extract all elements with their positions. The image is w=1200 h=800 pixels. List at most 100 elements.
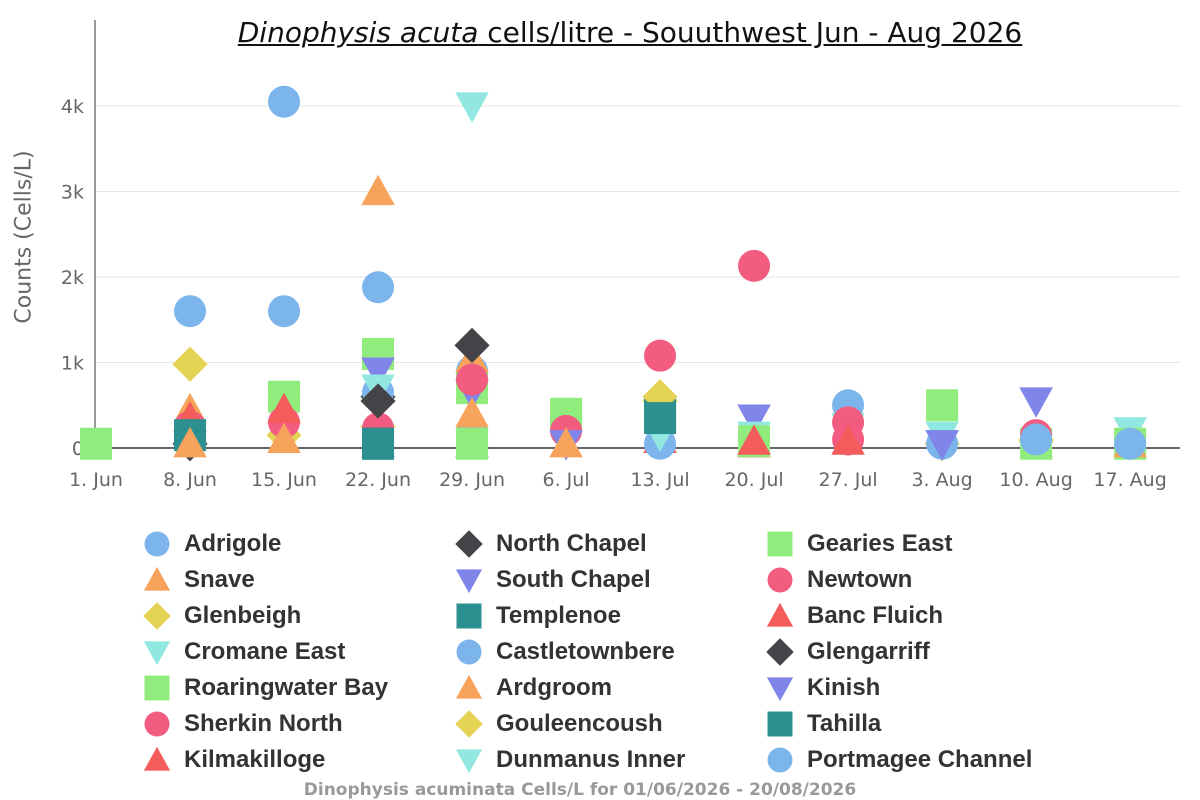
- legend-symbol: [143, 641, 171, 666]
- y-tick-label: 4k: [61, 96, 84, 118]
- legend-item-roaringwater-bay[interactable]: Roaringwater Bay: [140, 670, 388, 706]
- legend-label: Dunmanus Inner: [496, 746, 686, 773]
- legend-marker-triangle-down: [143, 641, 171, 666]
- legend-item-cromane-east[interactable]: Cromane East: [140, 634, 345, 670]
- point-ardgroom: [173, 426, 207, 458]
- x-tick-label: 27. Jul: [818, 469, 877, 491]
- x-tick-label: 17. Aug: [1093, 469, 1166, 491]
- legend-marker-circle: [144, 711, 170, 737]
- x-tick-label: 13. Jul: [630, 469, 689, 491]
- chart-title-rest: cells/litre - Souuthwest Jun - Aug 2026: [478, 16, 1023, 49]
- legend-item-kinish[interactable]: Kinish: [763, 670, 880, 706]
- legend-item-gouleencoush[interactable]: Gouleencoush: [452, 706, 663, 742]
- legend-marker-square: [767, 711, 793, 737]
- legend-item-tahilla[interactable]: Tahilla: [763, 706, 881, 742]
- point-newtown: [738, 249, 771, 282]
- legend-item-glengarriff[interactable]: Glengarriff: [763, 634, 930, 670]
- legend-marker-diamond: [455, 710, 483, 738]
- y-axis-title: Counts (Cells/L): [11, 150, 37, 324]
- x-tick-label: 20. Jul: [724, 469, 783, 491]
- legend-label: Banc Fluich: [807, 602, 944, 629]
- point-adrigole: [268, 85, 301, 118]
- legend-item-south-chapel[interactable]: South Chapel: [452, 562, 651, 598]
- point-south-chapel: [361, 357, 395, 388]
- legend-item-snave[interactable]: Snave: [140, 562, 255, 598]
- x-tick-label: 22. Jun: [345, 469, 411, 491]
- x-tick-label: 10. Aug: [999, 469, 1072, 491]
- point-adrigole: [362, 271, 395, 304]
- legend-symbol: [456, 603, 482, 629]
- legend-label: Newtown: [807, 566, 913, 593]
- legend-item-templenoe[interactable]: Templenoe: [452, 598, 621, 634]
- x-tick-label: 6. Jul: [543, 469, 590, 491]
- legend-marker-circle: [767, 747, 793, 773]
- point-snave: [361, 174, 395, 206]
- point-adrigole: [268, 295, 301, 328]
- legend-marker-square: [144, 675, 170, 701]
- legend-item-gearies-east[interactable]: Gearies East: [763, 526, 952, 562]
- legend-marker-diamond: [766, 638, 794, 666]
- legend-item-north-chapel[interactable]: North Chapel: [452, 526, 647, 562]
- legend-item-dunmanus-inner[interactable]: Dunmanus Inner: [452, 742, 685, 778]
- legend-label: Templenoe: [496, 602, 621, 629]
- point-ardgroom: [455, 397, 489, 428]
- legend-label: Ardgroom: [496, 674, 612, 701]
- legend-item-kilmakilloge[interactable]: Kilmakilloge: [140, 742, 325, 778]
- legend-marker-circle: [144, 531, 170, 557]
- point-south-chapel: [737, 404, 771, 435]
- legend-marker-diamond: [455, 530, 483, 558]
- x-tick-label: 1. Jun: [69, 469, 123, 491]
- chart-title: Dinophysis acuta cells/litre - Souuthwes…: [130, 16, 1130, 49]
- legend-marker-triangle-down: [455, 569, 483, 594]
- point-kinish: [1019, 387, 1053, 418]
- legend-symbol: [767, 711, 793, 737]
- point-cromane-east: [455, 92, 489, 123]
- point-banc-fluich: [831, 424, 865, 455]
- point-gearies-east: [926, 389, 959, 422]
- point-kinish: [925, 430, 959, 461]
- point-newtown: [832, 406, 865, 439]
- legend-marker-triangle: [766, 602, 794, 627]
- legend-item-castletownbere[interactable]: Castletownbere: [452, 634, 675, 670]
- legend-item-ardgroom[interactable]: Ardgroom: [452, 670, 612, 706]
- legend-item-glenbeigh[interactable]: Glenbeigh: [140, 598, 301, 634]
- legend-marker-triangle-down: [766, 677, 794, 702]
- chart-caption: Dinophysis acuminata Cells/L for 01/06/2…: [303, 780, 857, 800]
- legend-item-newtown[interactable]: Newtown: [763, 562, 912, 598]
- x-tick-label: 29. Jun: [439, 469, 505, 491]
- point-portmagee-channel: [1020, 423, 1053, 456]
- legend-marker-square: [767, 531, 793, 557]
- legend-label: Sherkin North: [184, 710, 343, 737]
- point-banc-fluich: [737, 424, 771, 455]
- legend-item-portmagee-channel[interactable]: Portmagee Channel: [763, 742, 1032, 778]
- legend-label: Kilmakilloge: [184, 746, 326, 773]
- point-tahilla: [644, 402, 677, 435]
- legend-label: Tahilla: [807, 710, 882, 737]
- legend-item-banc-fluich[interactable]: Banc Fluich: [763, 598, 943, 634]
- point-glengarriff: [360, 383, 396, 419]
- legend-symbol: [144, 711, 170, 737]
- x-tick-label: 8. Jun: [163, 469, 217, 491]
- legend-symbol: [766, 638, 794, 666]
- legend-symbol: [767, 567, 793, 593]
- legend-marker-circle: [767, 567, 793, 593]
- legend-item-sherkin-north[interactable]: Sherkin North: [140, 706, 343, 742]
- legend-label: Cromane East: [184, 638, 346, 665]
- point-tahilla: [362, 427, 395, 460]
- legend-label: Gearies East: [807, 530, 953, 557]
- chart-title-italic: Dinophysis acuta: [237, 16, 479, 49]
- x-tick-label: 3. Aug: [911, 469, 972, 491]
- legend-symbol: [455, 674, 483, 699]
- legend-label: Glengarriff: [807, 638, 930, 665]
- legend-marker-circle: [456, 639, 482, 665]
- point-newtown: [456, 363, 489, 396]
- point-ardgroom: [267, 422, 301, 454]
- y-tick-label: 3k: [61, 182, 84, 204]
- legend-marker-diamond: [143, 602, 171, 630]
- y-tick-label: 1k: [61, 353, 84, 375]
- point-portmagee-channel: [1114, 427, 1147, 460]
- legend-symbol: [766, 602, 794, 627]
- legend-item-adrigole[interactable]: Adrigole: [140, 526, 281, 562]
- x-tick-label: 15. Jun: [251, 469, 317, 491]
- legend-label: Glenbeigh: [184, 602, 302, 629]
